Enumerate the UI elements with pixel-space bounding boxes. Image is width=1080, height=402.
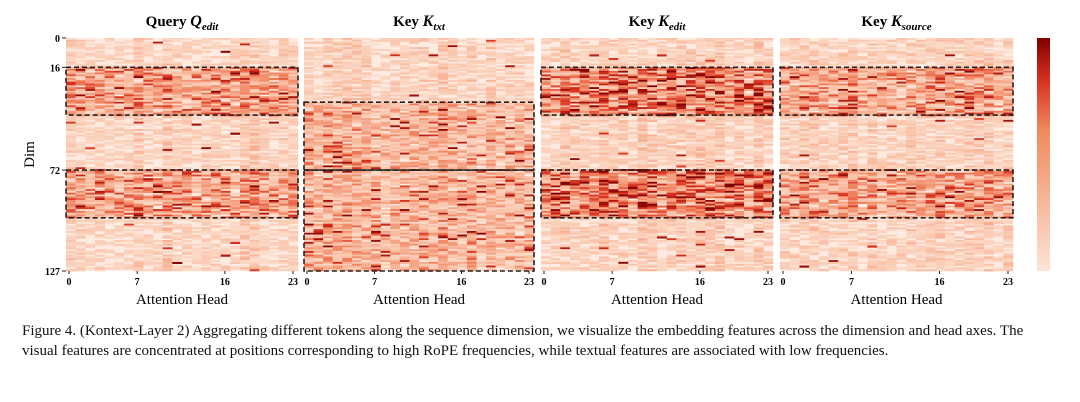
caption-label: Figure 4. bbox=[22, 323, 77, 339]
x-tick-label: 0 bbox=[542, 277, 547, 288]
x-tick-label: 7 bbox=[849, 277, 854, 288]
y-tick-label: 127 bbox=[45, 267, 60, 278]
x-tick-label: 16 bbox=[695, 277, 705, 288]
heatmap-figure: Query Qedit 0 7 16 23 Attention Head Key Ktxt 0… bbox=[22, 13, 1050, 308]
heatmap-panel-2 bbox=[303, 38, 535, 272]
x-tick-label: 0 bbox=[305, 277, 310, 288]
panel-title: Key Kedit bbox=[629, 13, 687, 33]
highlight-box bbox=[65, 169, 299, 219]
x-tick-label: 16 bbox=[220, 277, 230, 288]
x-axis-label: Attention Head bbox=[373, 292, 466, 308]
highlight-box bbox=[65, 66, 299, 116]
x-tick-label: 16 bbox=[456, 277, 466, 288]
x-tick-label: 7 bbox=[610, 277, 615, 288]
x-tick-label: 0 bbox=[67, 277, 72, 288]
heatmap-panel-1 bbox=[65, 38, 299, 272]
highlight-box bbox=[540, 169, 774, 219]
colorbar bbox=[1037, 38, 1050, 271]
x-tick-label: 23 bbox=[524, 277, 534, 288]
caption-text: (Kontext-Layer 2) Aggregating different … bbox=[22, 323, 1027, 359]
y-tick-label: 16 bbox=[50, 63, 60, 74]
heatmap-panel-4 bbox=[779, 38, 1014, 272]
heatmap-panel-3 bbox=[540, 38, 774, 272]
x-axis-label: Attention Head bbox=[611, 292, 704, 308]
x-tick-label: 7 bbox=[372, 277, 377, 288]
figure: Query Qedit 0 7 16 23 Attention Head Key Ktxt 0… bbox=[22, 13, 1050, 308]
x-tick-label: 16 bbox=[935, 277, 945, 288]
x-tick-label: 23 bbox=[1003, 277, 1013, 288]
x-axis-label: Attention Head bbox=[136, 292, 229, 308]
x-tick-label: 0 bbox=[781, 277, 786, 288]
panel-title: Key Ksource bbox=[861, 13, 931, 33]
x-axis-label: Attention Head bbox=[850, 292, 943, 308]
x-tick-label: 23 bbox=[763, 277, 773, 288]
highlight-box bbox=[779, 169, 1014, 219]
y-tick-label: 0 bbox=[55, 34, 60, 45]
highlight-box bbox=[779, 66, 1014, 116]
y-tick-label: 72 bbox=[50, 166, 60, 177]
panel-title: Query Qedit bbox=[146, 13, 220, 33]
figure-caption: Figure 4. (Kontext-Layer 2) Aggregating … bbox=[22, 322, 1058, 361]
x-tick-label: 7 bbox=[135, 277, 140, 288]
x-tick-label: 23 bbox=[288, 277, 298, 288]
highlight-box bbox=[540, 66, 774, 116]
panel-title: Key Ktxt bbox=[393, 13, 446, 33]
highlight-box bbox=[303, 169, 535, 272]
y-axis-label: Dim bbox=[22, 141, 38, 168]
